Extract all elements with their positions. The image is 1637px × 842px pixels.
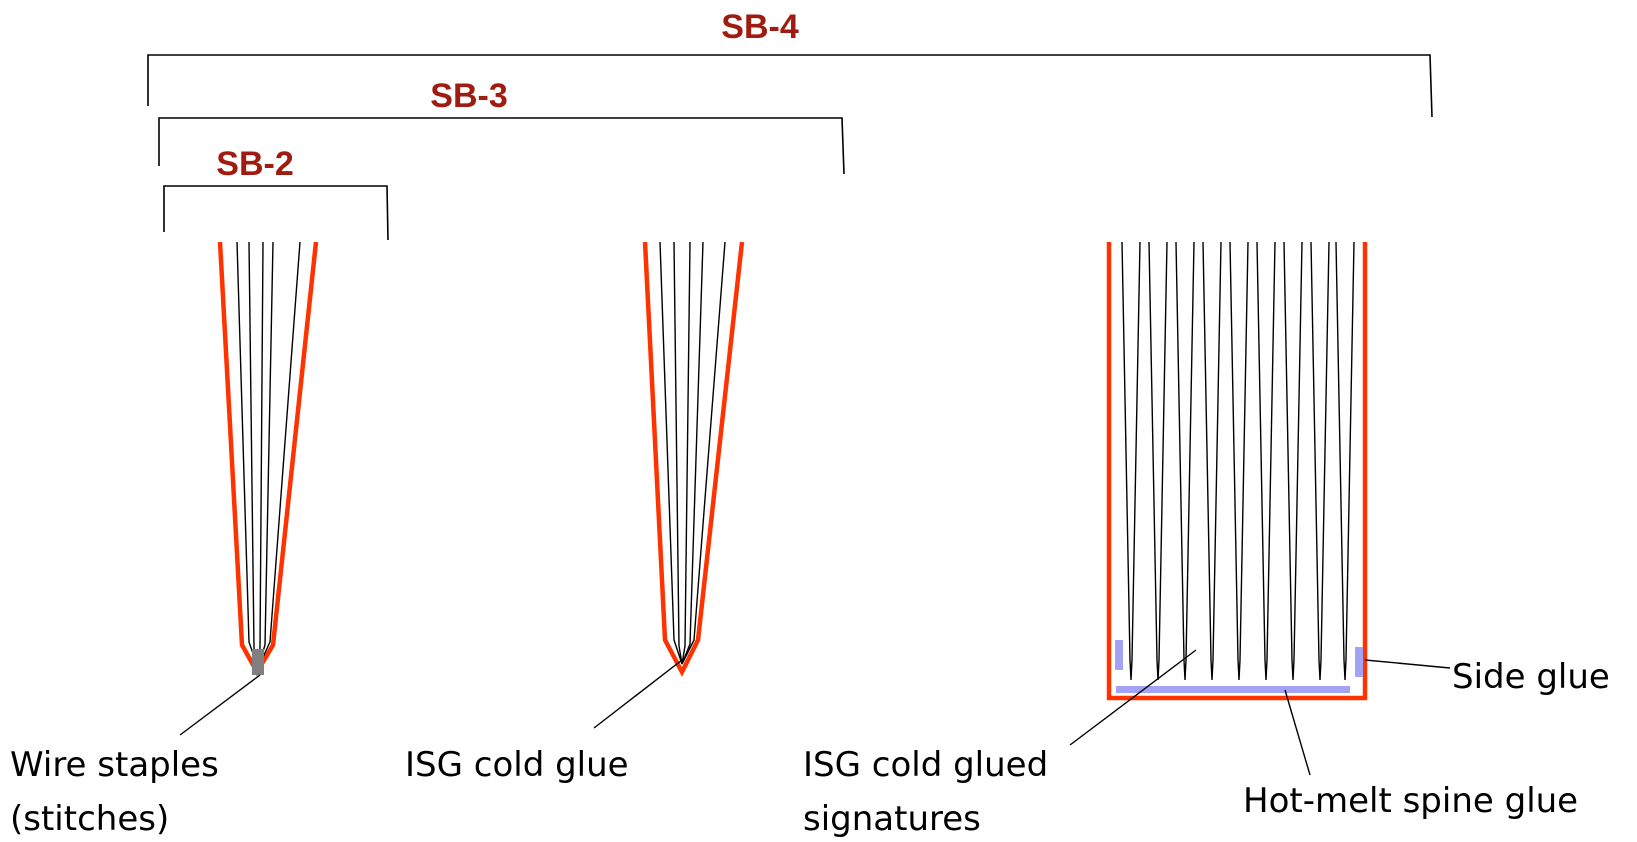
leader-isg-cold-glue <box>593 659 683 729</box>
label-isg-cold-glued: ISG cold glued <box>803 745 1048 785</box>
book3-signatures <box>1121 241 1355 681</box>
side-glue-right <box>1355 647 1363 677</box>
side-glue-left <box>1115 640 1123 670</box>
bracket-sb3: SB-3 <box>158 77 845 175</box>
bracket-sb4-label: SB-4 <box>721 8 799 46</box>
book1-page <box>248 241 259 669</box>
leader-isg-signatures <box>1069 649 1197 746</box>
bracket-sb3-label: SB-3 <box>430 77 507 115</box>
leader-hot-melt <box>1284 689 1311 776</box>
leader-side-glue <box>1364 659 1451 669</box>
book3-cover <box>1106 242 1368 701</box>
label-hot-melt-spine-glue: Hot-melt spine glue <box>1243 781 1578 821</box>
bracket-sb2: SB-2 <box>163 145 389 241</box>
saddle-stitched-book <box>217 241 319 677</box>
label-side-glue: Side glue <box>1452 657 1610 697</box>
leader-wire-staples <box>179 674 261 736</box>
signature <box>1283 241 1303 681</box>
signature <box>1256 241 1276 681</box>
signature <box>1175 241 1195 681</box>
bracket-sb3-line <box>158 117 845 175</box>
hot-melt-spine-glue <box>1116 686 1350 693</box>
label-wire-staples: Wire staples <box>10 745 219 785</box>
book1-cover <box>217 241 319 677</box>
wire-staple <box>252 649 264 675</box>
isg-cold-glue-book <box>642 241 745 677</box>
signature <box>1335 241 1355 681</box>
signature <box>1148 241 1168 681</box>
signature <box>1202 241 1222 681</box>
book2-cover <box>642 241 745 677</box>
book1-page <box>257 241 264 669</box>
book2-page <box>681 241 726 665</box>
signature <box>1310 241 1330 681</box>
signature <box>1121 241 1141 681</box>
perfect-bound-book <box>1106 241 1368 701</box>
bracket-sb2-label: SB-2 <box>216 145 293 183</box>
label-stitches: (stitches) <box>10 799 169 839</box>
book2-page <box>673 241 683 665</box>
signature <box>1229 241 1249 681</box>
bracket-sb4: SB-4 <box>147 8 1433 118</box>
label-signatures: signatures <box>803 799 981 839</box>
bracket-sb2-line <box>163 185 389 241</box>
bracket-sb4-line <box>147 54 1433 118</box>
book2-page <box>681 241 691 665</box>
book2-page <box>659 241 683 665</box>
label-isg-cold-glue: ISG cold glue <box>405 745 629 785</box>
